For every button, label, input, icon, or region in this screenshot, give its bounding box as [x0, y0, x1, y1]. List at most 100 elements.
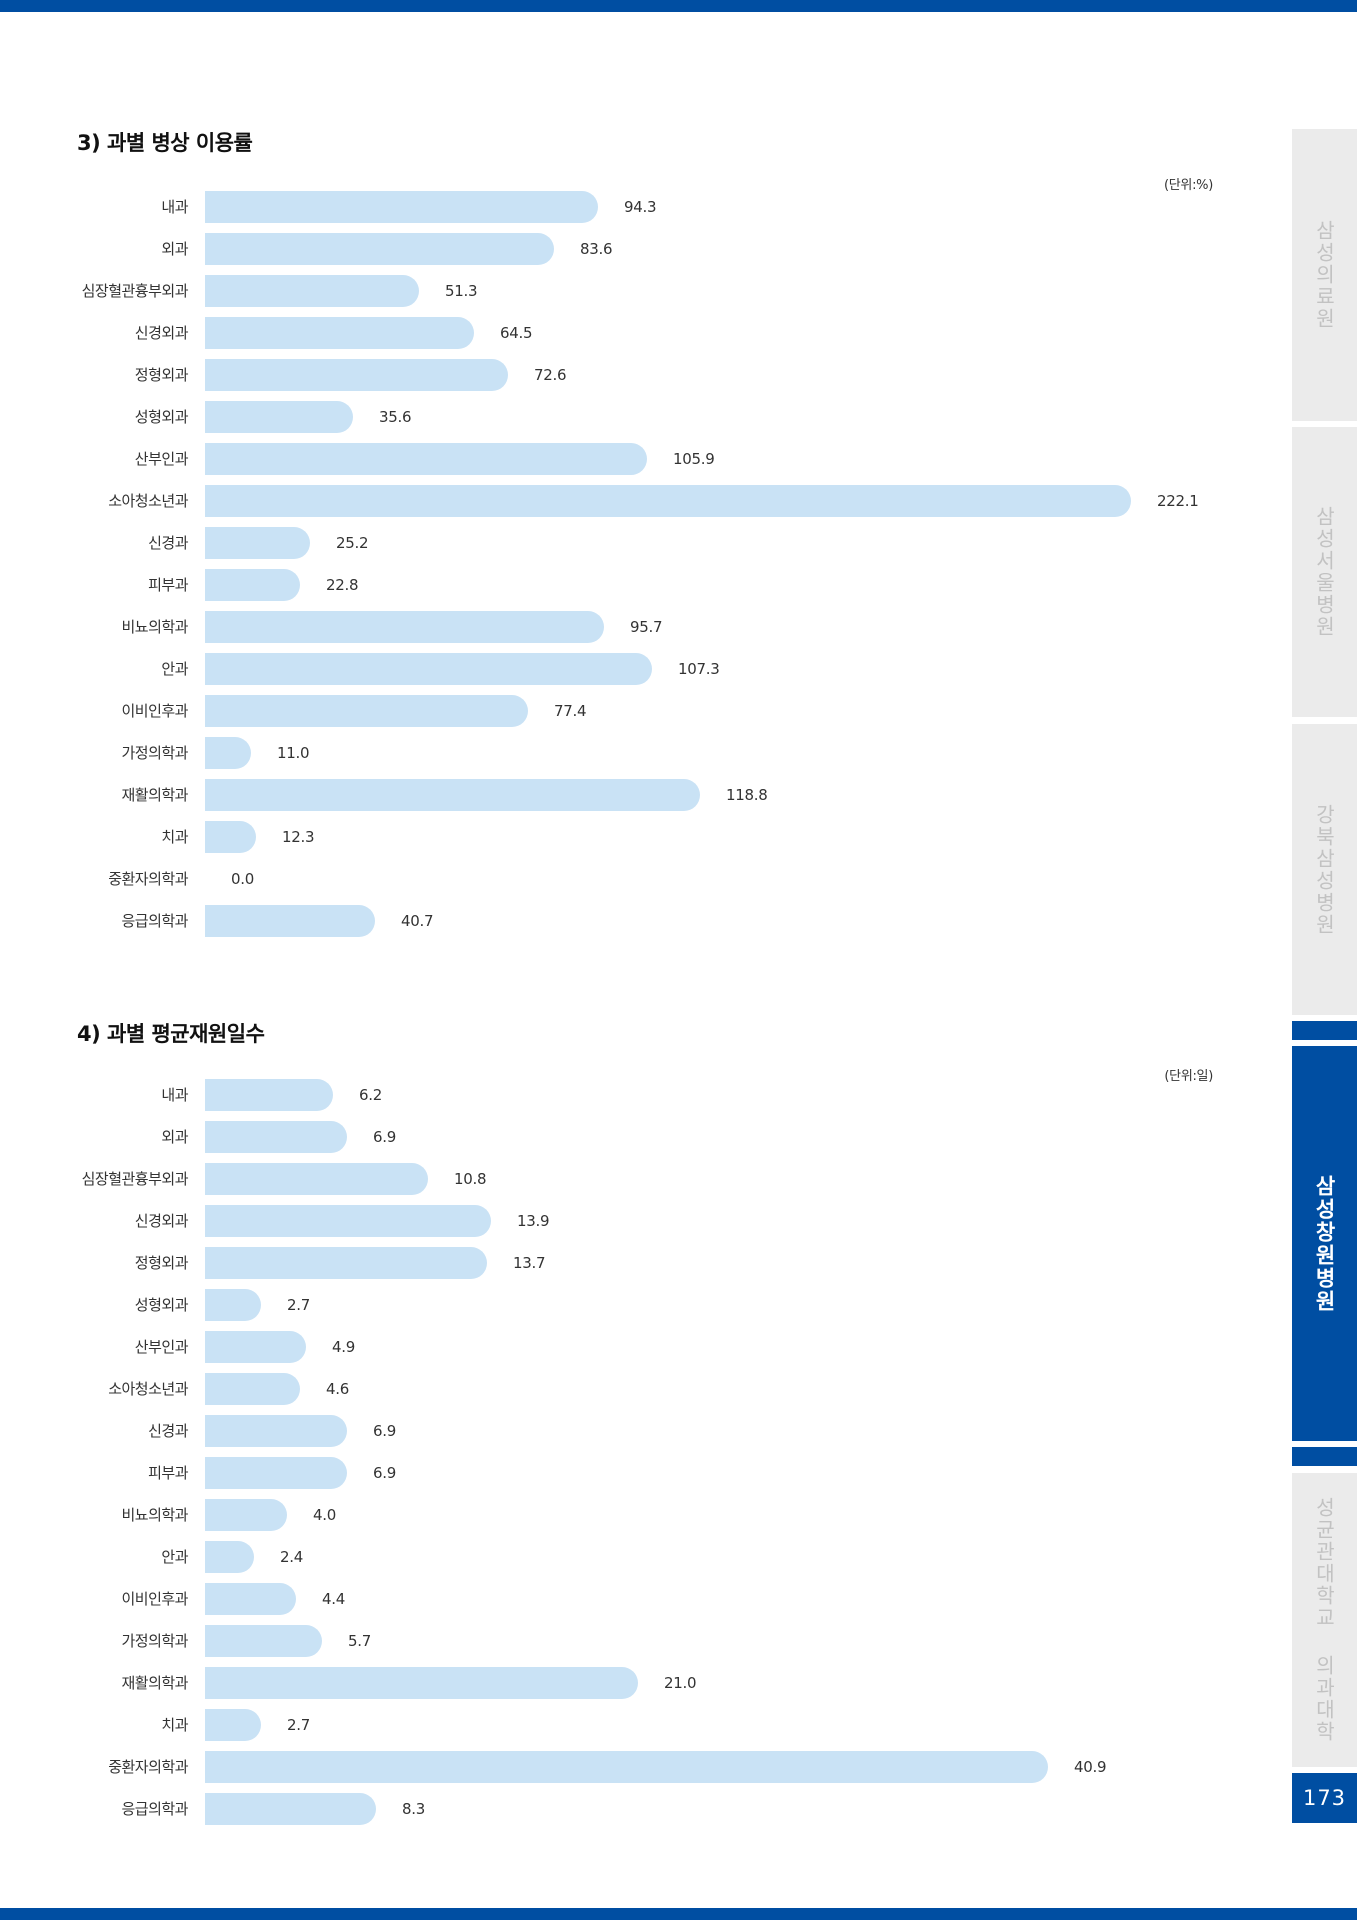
- bar-row: 성형외과 35.6: [0, 401, 1290, 433]
- unit-label-percent: (단위:%): [1164, 178, 1213, 193]
- value-label: 107.3: [678, 660, 720, 678]
- bar-row: 정형외과 13.7: [0, 1247, 1290, 1279]
- category-label: 피부과: [148, 1464, 188, 1482]
- bar: [205, 191, 598, 223]
- value-label: 4.9: [332, 1338, 355, 1356]
- bar: [205, 1163, 428, 1195]
- bar: [205, 233, 554, 265]
- bar: [205, 779, 700, 811]
- bar: [205, 527, 310, 559]
- category-label: 내과: [161, 1086, 188, 1104]
- bar-row: 산부인과 4.9: [0, 1331, 1290, 1363]
- bar: [205, 1499, 287, 1531]
- bar-row: 심장혈관흉부외과 10.8: [0, 1163, 1290, 1195]
- bar: [205, 569, 300, 601]
- category-label: 신경과: [148, 534, 188, 552]
- value-label: 4.4: [322, 1590, 345, 1608]
- bar: [205, 1667, 638, 1699]
- bar-row: 정형외과 72.6: [0, 359, 1290, 391]
- category-label: 이비인후과: [121, 702, 188, 720]
- section-title-avg-length-of-stay: 4) 과별 평균재원일수: [77, 1022, 265, 1046]
- bar: [205, 821, 256, 853]
- bar-row: 이비인후과 4.4: [0, 1583, 1290, 1615]
- value-label: 22.8: [326, 576, 359, 594]
- bar-row: 비뇨의학과 95.7: [0, 611, 1290, 643]
- bar-row: 소아청소년과 4.6: [0, 1373, 1290, 1405]
- side-tab-samsung-seoul-hospital[interactable]: 삼성서울병원: [1292, 427, 1357, 717]
- top-accent-bar: [0, 0, 1357, 12]
- category-label: 응급의학과: [121, 912, 188, 930]
- bar: [205, 317, 474, 349]
- category-label: 소아청소년과: [108, 492, 188, 510]
- bar-row: 신경외과 64.5: [0, 317, 1290, 349]
- bar-row: 산부인과 105.9: [0, 443, 1290, 475]
- bar: [205, 1751, 1048, 1783]
- bar: [205, 611, 604, 643]
- bar: [205, 359, 508, 391]
- category-label: 안과: [161, 660, 188, 678]
- value-label: 83.6: [580, 240, 613, 258]
- category-label: 안과: [161, 1548, 188, 1566]
- category-label: 내과: [161, 198, 188, 216]
- value-label: 64.5: [500, 324, 533, 342]
- value-label: 5.7: [348, 1632, 371, 1650]
- side-tab-accent-strip: [1292, 1447, 1357, 1466]
- bar-row: 비뇨의학과 4.0: [0, 1499, 1290, 1531]
- category-label: 치과: [161, 828, 188, 846]
- bar: [205, 1709, 261, 1741]
- side-tab-label: 삼성서울병원: [1312, 506, 1336, 638]
- bar: [205, 1205, 491, 1237]
- bar-row: 외과 6.9: [0, 1121, 1290, 1153]
- value-label: 77.4: [554, 702, 587, 720]
- bar-row: 중환자의학과 0.0: [0, 863, 1290, 895]
- value-label: 2.4: [280, 1548, 303, 1566]
- value-label: 21.0: [664, 1674, 697, 1692]
- value-label: 12.3: [282, 828, 315, 846]
- bar-row: 응급의학과 40.7: [0, 905, 1290, 937]
- category-label: 신경외과: [134, 324, 189, 342]
- value-label: 25.2: [336, 534, 369, 552]
- value-label: 72.6: [534, 366, 567, 384]
- category-label: 피부과: [148, 576, 188, 594]
- page-number: 173: [1292, 1773, 1357, 1823]
- bar-row: 안과 107.3: [0, 653, 1290, 685]
- category-label: 정형외과: [134, 366, 189, 384]
- category-label: 심장혈관흉부외과: [81, 282, 189, 300]
- bar-row: 재활의학과 118.8: [0, 779, 1290, 811]
- category-label: 가정의학과: [121, 1632, 188, 1650]
- value-label: 35.6: [379, 408, 412, 426]
- side-tab-kangbuk-samsung-hospital[interactable]: 강북삼성병원: [1292, 724, 1357, 1015]
- category-label: 외과: [161, 1128, 188, 1146]
- value-label: 6.2: [359, 1086, 382, 1104]
- value-label: 8.3: [402, 1800, 425, 1818]
- value-label: 94.3: [624, 198, 657, 216]
- bar-row: 소아청소년과 222.1: [0, 485, 1290, 517]
- value-label: 51.3: [445, 282, 478, 300]
- category-label: 산부인과: [134, 1338, 189, 1356]
- value-label: 222.1: [1157, 492, 1199, 510]
- side-tab-skku-school-of-medicine[interactable]: 성균관대학교 의과대학: [1292, 1473, 1357, 1767]
- category-label: 재활의학과: [121, 786, 188, 804]
- bar: [205, 485, 1131, 517]
- bar-row: 중환자의학과 40.9: [0, 1751, 1290, 1783]
- category-label: 성형외과: [134, 408, 189, 426]
- value-label: 13.7: [513, 1254, 546, 1272]
- bar: [205, 1583, 296, 1615]
- category-label: 재활의학과: [121, 1674, 188, 1692]
- bar: [205, 1289, 261, 1321]
- side-tab-samsung-changwon-hospital[interactable]: 삼성창원병원: [1292, 1046, 1357, 1441]
- bar-row: 응급의학과 8.3: [0, 1793, 1290, 1825]
- bar: [205, 1121, 347, 1153]
- value-label: 10.8: [454, 1170, 487, 1188]
- category-label: 성형외과: [134, 1296, 189, 1314]
- side-tab-label: 강북삼성병원: [1312, 803, 1336, 936]
- side-tab-samsung-medical-center[interactable]: 삼성의료원: [1292, 129, 1357, 421]
- section-title-bed-occupancy: 3) 과별 병상 이용률: [77, 131, 253, 155]
- category-label: 중환자의학과: [108, 870, 188, 888]
- side-tab-label: 성균관대학교 의과대학: [1312, 1497, 1336, 1743]
- bar: [205, 401, 353, 433]
- category-label: 치과: [161, 1716, 188, 1734]
- bar: [205, 653, 652, 685]
- bar-row: 가정의학과 11.0: [0, 737, 1290, 769]
- value-label: 6.9: [373, 1422, 396, 1440]
